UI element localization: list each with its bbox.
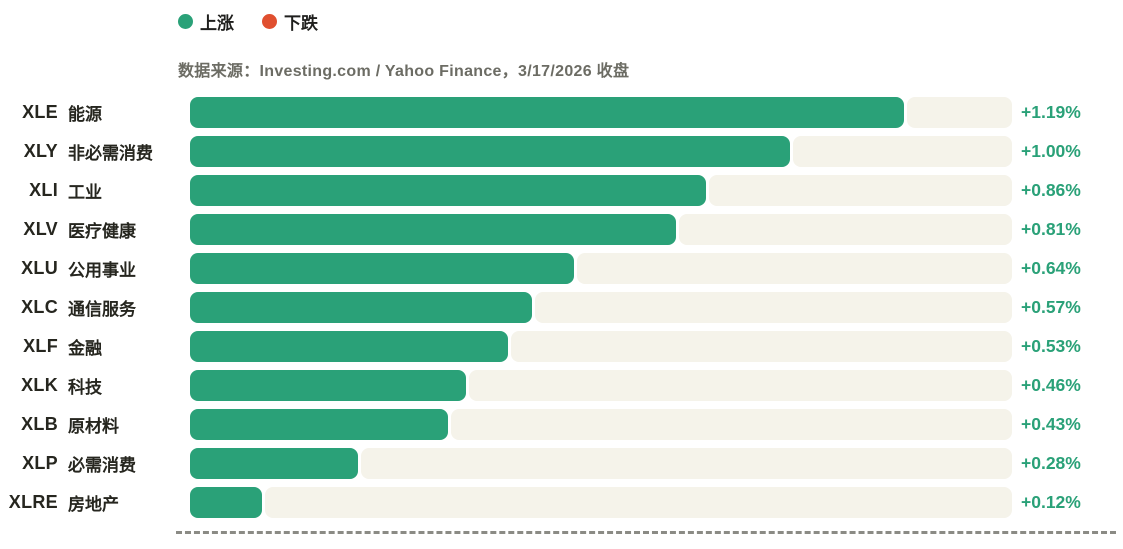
row-label: XLI 工业 [0, 178, 190, 203]
bar-fill [190, 409, 448, 440]
row-value: +0.81% [1021, 219, 1081, 239]
legend-item-down: 下跌 [262, 9, 318, 34]
bar-row: XLE 能源 +1.19% [0, 97, 1123, 128]
bar-remainder [469, 370, 1012, 401]
row-label: XLU 公用事业 [0, 256, 190, 281]
bar-chart: XLE 能源 +1.19% XLY 非必需消费 +1.00% XLI 工业 +0… [0, 97, 1123, 526]
row-ticker: XLE [22, 102, 58, 122]
bar-track [190, 487, 1012, 518]
row-ticker: XLRE [8, 492, 58, 512]
bar-track [190, 214, 1012, 245]
row-sector-name: 医疗健康 [68, 222, 136, 241]
down-dot-icon [262, 14, 277, 29]
bar-remainder [709, 175, 1012, 206]
chart-legend: 上涨 下跌 [178, 9, 318, 34]
bar-row: XLK 科技 +0.46% [0, 370, 1123, 401]
bar-row: XLF 金融 +0.53% [0, 331, 1123, 362]
legend-up-label: 上涨 [200, 14, 234, 33]
row-value: +0.57% [1021, 297, 1081, 317]
bar-remainder [361, 448, 1012, 479]
bar-remainder [510, 331, 1012, 362]
row-label: XLE 能源 [0, 100, 190, 125]
bar-row: XLC 通信服务 +0.57% [0, 292, 1123, 323]
up-dot-icon [178, 14, 193, 29]
baseline-dashed-axis [176, 531, 1116, 534]
row-sector-name: 非必需消费 [68, 144, 153, 163]
bar-fill [190, 331, 508, 362]
row-label: XLP 必需消费 [0, 451, 190, 476]
bar-remainder [577, 253, 1012, 284]
bar-track [190, 370, 1012, 401]
row-label: XLV 医疗健康 [0, 217, 190, 242]
bar-row: XLV 医疗健康 +0.81% [0, 214, 1123, 245]
row-ticker: XLY [23, 141, 58, 161]
row-value: +1.19% [1021, 102, 1081, 122]
bar-row: XLU 公用事业 +0.64% [0, 253, 1123, 284]
bar-remainder [793, 136, 1012, 167]
bar-fill [190, 370, 466, 401]
row-sector-name: 必需消费 [68, 456, 136, 475]
row-ticker: XLV [23, 219, 58, 239]
row-value: +1.00% [1021, 141, 1081, 161]
row-sector-name: 公用事业 [68, 261, 136, 280]
row-value: +0.28% [1021, 453, 1081, 473]
row-label: XLRE 房地产 [0, 490, 190, 515]
bar-fill [190, 253, 574, 284]
bar-track [190, 97, 1012, 128]
row-label: XLY 非必需消费 [0, 139, 190, 164]
row-value: +0.64% [1021, 258, 1081, 278]
bar-track [190, 292, 1012, 323]
legend-down-label: 下跌 [284, 14, 318, 33]
row-value: +0.46% [1021, 375, 1081, 395]
bar-row: XLY 非必需消费 +1.00% [0, 136, 1123, 167]
row-sector-name: 能源 [68, 105, 102, 124]
bar-track [190, 253, 1012, 284]
row-sector-name: 科技 [68, 378, 102, 397]
bar-row: XLRE 房地产 +0.12% [0, 487, 1123, 518]
bar-track [190, 136, 1012, 167]
bar-fill [190, 97, 904, 128]
row-ticker: XLU [21, 258, 58, 278]
bar-fill [190, 292, 532, 323]
bar-remainder [907, 97, 1012, 128]
row-label: XLF 金融 [0, 334, 190, 359]
row-label: XLC 通信服务 [0, 295, 190, 320]
bar-row: XLI 工业 +0.86% [0, 175, 1123, 206]
row-sector-name: 通信服务 [68, 300, 136, 319]
bar-track [190, 331, 1012, 362]
bar-fill [190, 175, 706, 206]
bar-track [190, 175, 1012, 206]
row-label: XLK 科技 [0, 373, 190, 398]
row-ticker: XLP [22, 453, 58, 473]
bar-remainder [679, 214, 1012, 245]
row-value: +0.86% [1021, 180, 1081, 200]
row-ticker: XLK [21, 375, 58, 395]
bar-track [190, 409, 1012, 440]
row-ticker: XLI [29, 180, 58, 200]
row-sector-name: 金融 [68, 339, 102, 358]
row-sector-name: 房地产 [68, 495, 119, 514]
bar-remainder [535, 292, 1012, 323]
bar-fill [190, 136, 790, 167]
row-ticker: XLF [23, 336, 58, 356]
legend-item-up: 上涨 [178, 9, 234, 34]
row-value: +0.53% [1021, 336, 1081, 356]
row-ticker: XLB [21, 414, 58, 434]
bar-remainder [265, 487, 1012, 518]
row-sector-name: 工业 [68, 183, 102, 202]
bar-remainder [451, 409, 1012, 440]
row-value: +0.12% [1021, 492, 1081, 512]
data-source-note: 数据来源：Investing.com / Yahoo Finance，3/17/… [178, 63, 630, 80]
bar-fill [190, 448, 358, 479]
bar-row: XLP 必需消费 +0.28% [0, 448, 1123, 479]
row-label: XLB 原材料 [0, 412, 190, 437]
bar-track [190, 448, 1012, 479]
row-ticker: XLC [21, 297, 58, 317]
bar-fill [190, 214, 676, 245]
bar-row: XLB 原材料 +0.43% [0, 409, 1123, 440]
row-value: +0.43% [1021, 414, 1081, 434]
bar-fill [190, 487, 262, 518]
row-sector-name: 原材料 [68, 417, 119, 436]
